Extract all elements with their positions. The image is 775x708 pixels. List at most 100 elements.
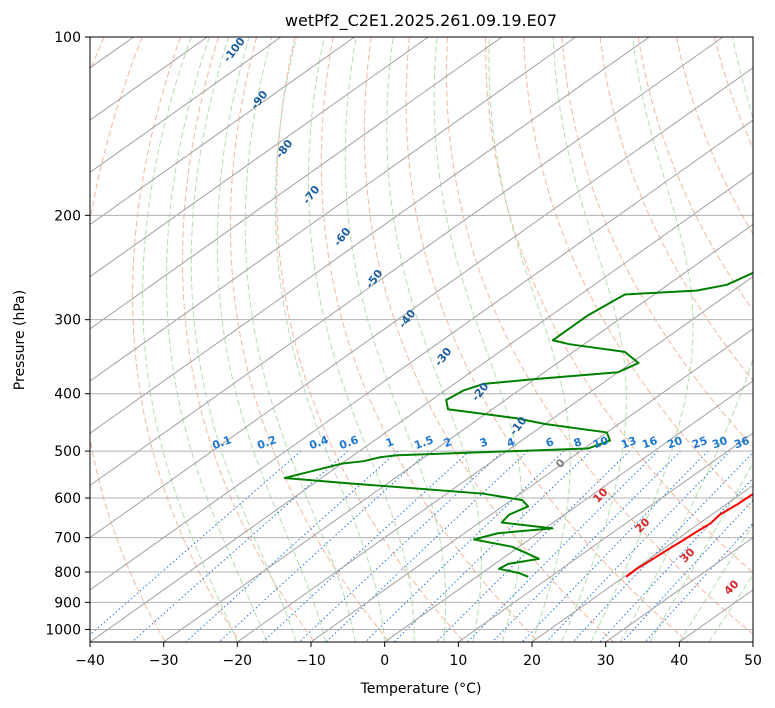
y-tick-label: 700	[54, 531, 81, 547]
isotherm	[0, 37, 60, 642]
mixing-ratio-line	[644, 522, 753, 642]
y-tick-label: 300	[54, 313, 81, 329]
y-axis-label: Pressure (hPa)	[12, 290, 28, 390]
mixing-ratio-label: 20	[665, 434, 684, 452]
isotherm	[90, 67, 753, 539]
mixing-ratio-label: 13	[619, 434, 638, 451]
mixing-ratio-label: 0.1	[210, 433, 233, 452]
mixing-ratio-label: 0.2	[255, 433, 278, 452]
isotherm-label: -70	[300, 183, 323, 207]
x-tick-label: 30	[597, 653, 615, 669]
moist-adiabat	[166, 37, 268, 642]
mixing-ratio-line	[545, 450, 731, 642]
y-tick-label: 100	[54, 30, 81, 46]
moist-adiabat	[386, 37, 482, 642]
x-tick-label: 10	[449, 653, 467, 669]
mixing-ratio-line	[491, 450, 682, 642]
isotherm	[90, 119, 753, 591]
grid-layer	[0, 37, 753, 642]
dry-adiabat	[485, 37, 753, 574]
moist-adiabat	[433, 37, 523, 642]
axes-layer: −40 −30 −20 −10 0 10 20 30 40 5010020030040050060…	[45, 30, 762, 669]
x-tick-label: −30	[149, 653, 179, 669]
moist-adiabat-label: 20	[633, 515, 653, 535]
mixing-ratio-label: 4	[505, 435, 517, 450]
mixing-ratio-line	[436, 450, 630, 642]
dewpoint-profile-line	[283, 271, 753, 578]
isotherm	[90, 37, 503, 330]
mixing-ratio-line	[325, 450, 529, 642]
isotherm	[90, 171, 753, 642]
x-tick-label: −10	[296, 653, 326, 669]
moist-adiabat	[142, 37, 238, 642]
mixing-ratio-line	[621, 499, 753, 642]
mixing-ratio-label: 1.5	[412, 433, 435, 452]
dry-adiabat	[320, 37, 540, 642]
mixing-ratio-label: 30	[710, 434, 729, 452]
dry-adiabat	[637, 37, 753, 312]
dry-adiabat	[132, 37, 241, 642]
isotherm	[752, 641, 753, 642]
mixing-ratio-line	[262, 450, 470, 642]
dry-adiabat	[181, 37, 316, 642]
x-tick-label: −40	[75, 653, 105, 669]
moist-adiabat	[649, 461, 753, 642]
isotherm	[90, 37, 355, 226]
dry-adiabat	[405, 37, 689, 642]
labels-layer: -100-90-80-70-60-50-40-30-20-100.1 0.2 0.4…	[210, 35, 751, 598]
temperature-profile-line	[625, 492, 753, 578]
dry-adiabat	[523, 37, 753, 512]
mixing-ratio-label: 3	[478, 435, 490, 450]
mixing-ratio-label: 0.6	[337, 433, 360, 452]
moist-adiabat	[216, 37, 327, 642]
y-tick-label: 1000	[45, 622, 81, 638]
y-tick-label: 900	[54, 595, 81, 611]
y-tick-label: 600	[54, 491, 81, 507]
isotherm	[531, 484, 753, 642]
mixing-ratio-label: 10	[591, 434, 610, 452]
isotherm	[90, 37, 576, 382]
dry-adiabat	[276, 37, 465, 642]
dry-adiabat	[90, 37, 166, 642]
dry-adiabat	[752, 37, 753, 40]
isotherm	[90, 37, 282, 173]
mixing-ratio-label: 25	[690, 434, 709, 451]
isotherm-label: -80	[273, 137, 296, 161]
moist-adiabat	[344, 37, 447, 642]
x-tick-label: 50	[744, 653, 762, 669]
x-tick-label: −20	[223, 653, 253, 669]
isotherm	[90, 37, 650, 434]
y-tick-label: 200	[54, 208, 81, 224]
isotherm	[458, 432, 753, 642]
isotherm	[90, 37, 208, 121]
isotherm	[90, 37, 724, 487]
moist-adiabat-label: 10	[591, 485, 611, 505]
mixing-ratio-label: 2	[442, 435, 454, 450]
isotherm	[237, 276, 753, 642]
isotherm	[384, 380, 753, 642]
isotherm	[90, 37, 429, 278]
plot-frame	[89, 36, 754, 643]
mixing-ratio-label: 36	[732, 434, 751, 452]
mixing-ratio-line	[218, 450, 429, 642]
mixing-ratio-line	[185, 450, 399, 642]
moist-adiabat	[244, 37, 356, 642]
mixing-ratio-label: 6	[544, 435, 556, 450]
mixing-ratio-line	[364, 450, 565, 642]
mixing-ratio-label: 16	[640, 434, 659, 452]
mixing-ratio-line	[90, 450, 302, 636]
y-tick-label: 800	[54, 565, 81, 581]
mixing-ratio-line	[298, 450, 504, 642]
dry-adiabat	[90, 37, 105, 642]
isotherm	[163, 223, 753, 642]
x-tick-label: 0	[380, 653, 389, 669]
moist-adiabat	[678, 523, 753, 642]
moist-adiabat	[619, 37, 753, 642]
lines-layer	[283, 271, 753, 578]
dry-adiabat	[229, 37, 390, 642]
moist-adiabat	[552, 37, 627, 642]
isotherm	[310, 328, 753, 642]
mixing-ratio-label: 8	[572, 435, 584, 450]
dry-adiabat	[561, 37, 753, 448]
